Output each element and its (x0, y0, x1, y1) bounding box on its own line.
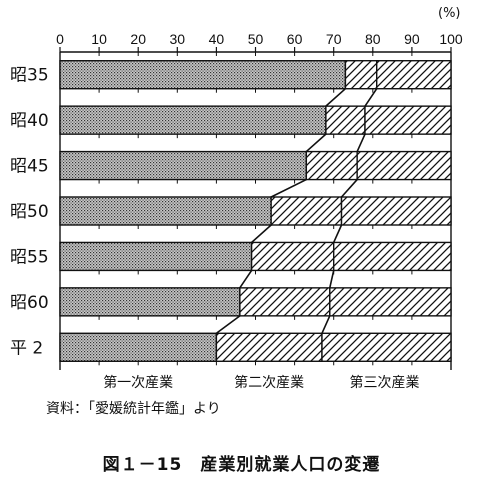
connector-line (321, 315, 331, 334)
bar-segment (59, 105, 327, 135)
connector-line (329, 270, 335, 289)
x-tick-label: 10 (91, 31, 107, 47)
bar-segment (250, 241, 335, 272)
figure-caption: 図１－15 産業別就業人口の変遷 (102, 455, 381, 475)
series-labels: 第一次産業 第二次産業 第三次産業 (103, 374, 419, 391)
category-label: 平 2 (10, 338, 43, 358)
unit-label: (%) (438, 6, 461, 21)
x-tick-label: 30 (170, 31, 186, 47)
bar-segment (364, 105, 452, 135)
category-label: 昭35 (10, 66, 49, 86)
x-tick-label: 20 (130, 31, 146, 47)
bar-segment (59, 287, 241, 317)
connector-line (305, 133, 327, 153)
x-tick-label: 80 (365, 31, 381, 47)
connector-line (340, 179, 358, 198)
bar-segment (59, 196, 272, 226)
category-label: 昭45 (10, 157, 49, 177)
series-label: 第二次産業 (234, 374, 304, 391)
connector-line (239, 269, 253, 289)
bar-segment (215, 332, 323, 362)
x-tick-label: 50 (248, 31, 264, 47)
bar-segment (239, 287, 331, 317)
bar-segment (59, 150, 308, 181)
bar-segment (344, 60, 378, 90)
category-label: 昭40 (10, 111, 49, 131)
bar-segment (59, 332, 218, 362)
bar-segment (59, 60, 347, 90)
bar-segment (325, 105, 366, 135)
bar-segment (333, 241, 452, 272)
connector-line (364, 88, 378, 107)
category-label: 昭55 (10, 247, 49, 267)
bar-segment (305, 150, 358, 181)
category-labels: 昭35 昭40 昭45 昭50 昭55 昭60 平 2 (10, 66, 49, 359)
x-tick-label: 60 (287, 31, 303, 47)
x-tick-label: 90 (404, 31, 420, 47)
connector-lines (215, 88, 378, 334)
series-label: 第三次産業 (350, 374, 420, 391)
x-tick-label: 70 (326, 31, 342, 47)
x-tick-label: 40 (209, 31, 225, 47)
connector-line (356, 133, 366, 152)
x-tick-label: 100 (439, 31, 463, 47)
x-tick-label: 0 (56, 31, 64, 47)
bar-segment (340, 196, 452, 226)
category-label: 昭50 (10, 202, 49, 222)
connector-line (332, 224, 343, 243)
connector-line (325, 88, 346, 107)
bar-segment (59, 241, 253, 272)
bar-segment (270, 196, 343, 226)
category-label: 昭60 (10, 293, 49, 313)
bar-segment (329, 287, 452, 317)
bar-segment (356, 150, 452, 181)
connector-line (215, 315, 241, 334)
bars (59, 60, 452, 362)
bar-segment (321, 332, 452, 362)
bar-segment (376, 60, 452, 90)
source-note: 資料：「愛媛統計年鑑」より (46, 401, 221, 417)
connector-line (251, 224, 272, 244)
connector-line (270, 178, 307, 198)
series-label: 第一次産業 (103, 374, 173, 391)
